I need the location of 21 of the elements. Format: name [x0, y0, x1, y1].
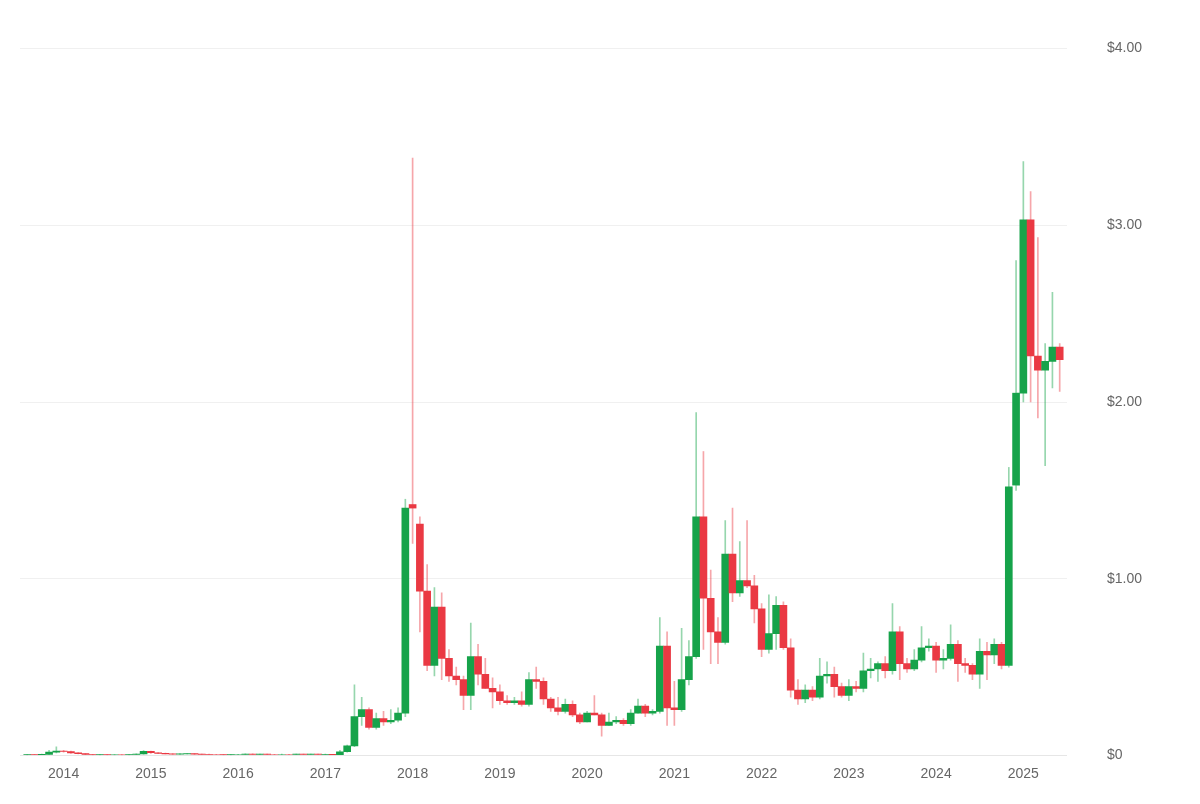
y-tick-label: $2.00 — [1106, 392, 1143, 409]
x-tick-label: 2018 — [397, 764, 429, 781]
x-tick-label: 2015 — [135, 764, 167, 781]
y-tick-label: $1.00 — [1106, 569, 1143, 586]
x-tick-label: 2014 — [48, 764, 80, 781]
x-tick-label: 2025 — [1007, 764, 1040, 781]
x-tick-label: 2023 — [833, 764, 865, 781]
x-tick-label: 2016 — [222, 764, 254, 781]
candlestick — [735, 541, 744, 597]
x-tick-label: 2019 — [484, 764, 516, 781]
x-tick-label: 2021 — [658, 764, 691, 781]
x-tick-label: 2024 — [920, 764, 952, 781]
y-tick-label: $4.00 — [1106, 39, 1143, 56]
x-tick-label: 2020 — [571, 764, 603, 781]
x-tick-label: 2017 — [309, 764, 342, 781]
y-tick-label: $3.00 — [1106, 216, 1143, 233]
candlestick — [1055, 343, 1064, 392]
x-tick-label: 2022 — [746, 764, 778, 781]
candlestick — [1034, 237, 1042, 419]
candlestick — [743, 520, 751, 588]
y-tick-label: $0 — [1106, 746, 1123, 763]
